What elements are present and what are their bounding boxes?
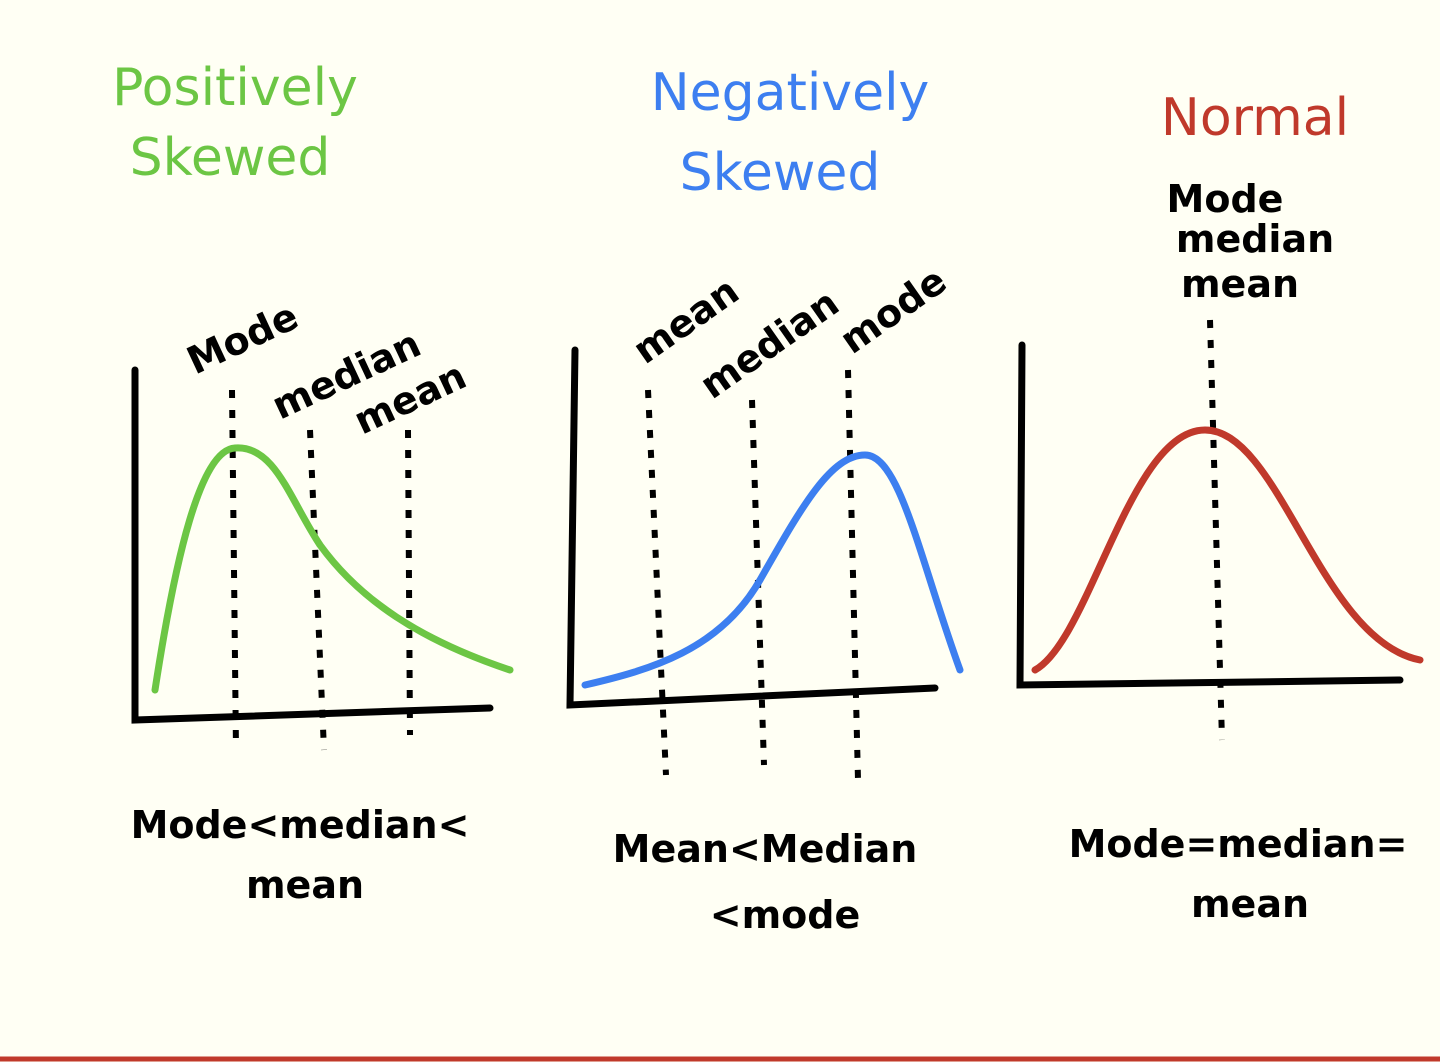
caption-line: Mode<median< (131, 803, 470, 847)
axes (566, 346, 939, 709)
label: mean (1181, 262, 1299, 306)
axes (1016, 341, 1404, 689)
title-line: Skewed (130, 128, 331, 188)
title-line: Skewed (680, 143, 881, 203)
label: Mode (1167, 177, 1284, 221)
curve (581, 451, 964, 689)
axes (131, 366, 494, 724)
panel-normal: Normal Mode median mean Mode=median= mea… (1016, 88, 1424, 926)
curve (151, 444, 514, 694)
caption-line: mean (246, 863, 364, 907)
title-line: Negatively (651, 63, 930, 123)
caption-line: mean (1191, 882, 1309, 926)
caption-line: Mode=median= (1069, 822, 1408, 866)
title-line: Normal (1161, 88, 1349, 148)
title-line: Positively (112, 58, 358, 118)
curve (1031, 426, 1424, 674)
caption-line: <mode (710, 893, 861, 937)
caption-line: Mean<Median (613, 827, 918, 871)
label: median (1176, 217, 1334, 261)
